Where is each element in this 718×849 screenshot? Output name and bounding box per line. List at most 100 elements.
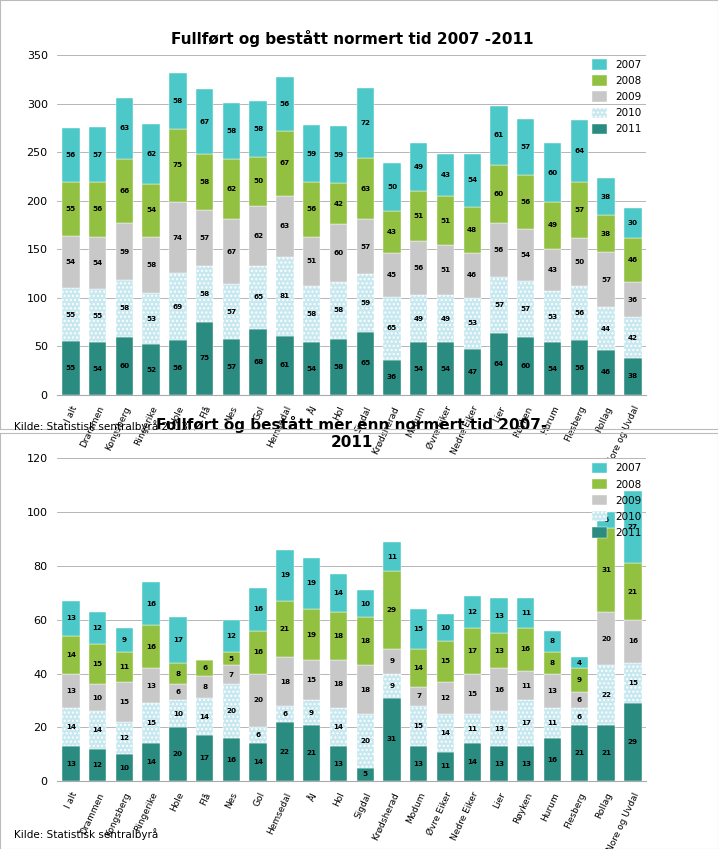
Text: 11: 11: [521, 683, 531, 689]
Bar: [142, 345, 160, 395]
Text: 56: 56: [574, 310, 584, 317]
Text: 4: 4: [577, 660, 582, 666]
Text: 59: 59: [333, 152, 344, 158]
Text: 6: 6: [604, 517, 609, 523]
Bar: [383, 253, 401, 297]
Bar: [597, 611, 615, 666]
Text: 60: 60: [119, 363, 129, 368]
Text: 12: 12: [467, 609, 477, 615]
Text: 10: 10: [119, 765, 129, 771]
Text: 31: 31: [601, 567, 611, 573]
Bar: [410, 191, 427, 240]
Text: 14: 14: [253, 759, 264, 765]
Text: 13: 13: [494, 761, 504, 767]
Text: 15: 15: [414, 723, 424, 729]
Bar: [116, 223, 133, 280]
Text: 50: 50: [253, 178, 264, 184]
Text: 6: 6: [282, 711, 287, 717]
Bar: [517, 746, 534, 781]
Bar: [624, 663, 641, 703]
Bar: [62, 288, 80, 341]
Text: 14: 14: [146, 759, 156, 765]
Bar: [464, 744, 481, 781]
Bar: [303, 700, 320, 725]
Text: 8: 8: [175, 671, 180, 677]
Text: 9: 9: [309, 710, 314, 716]
Text: 57: 57: [601, 277, 611, 283]
Text: 53: 53: [146, 316, 157, 322]
Text: 56: 56: [280, 101, 290, 107]
Text: 62: 62: [253, 233, 264, 239]
Bar: [544, 673, 561, 708]
Text: 8: 8: [550, 638, 555, 644]
Bar: [383, 360, 401, 395]
Bar: [169, 73, 187, 129]
Text: Kilde: Statistisk sentralbyrå: Kilde: Statistisk sentralbyrå: [14, 828, 159, 840]
Bar: [142, 668, 160, 703]
Bar: [223, 284, 240, 340]
Text: 60: 60: [333, 250, 343, 256]
Text: 43: 43: [440, 172, 450, 178]
Bar: [490, 599, 508, 633]
Bar: [330, 282, 347, 339]
Bar: [330, 611, 347, 661]
Text: 67: 67: [226, 249, 236, 255]
Text: 54: 54: [146, 207, 157, 213]
Text: 51: 51: [414, 213, 424, 219]
Bar: [571, 286, 588, 340]
Bar: [89, 289, 106, 342]
Bar: [223, 103, 240, 159]
Text: 60: 60: [494, 191, 504, 197]
Text: 38: 38: [601, 194, 611, 200]
Text: 62: 62: [226, 186, 236, 192]
Text: 15: 15: [440, 659, 451, 665]
Bar: [62, 673, 80, 708]
Bar: [544, 202, 561, 250]
Text: 54: 54: [93, 260, 103, 266]
Text: 11: 11: [467, 726, 477, 732]
Text: 49: 49: [414, 316, 424, 322]
Bar: [276, 601, 294, 657]
Bar: [116, 336, 133, 395]
Bar: [571, 668, 588, 693]
Text: 13: 13: [494, 726, 504, 732]
Bar: [196, 155, 213, 211]
Text: 16: 16: [547, 756, 558, 762]
Text: 66: 66: [119, 188, 129, 194]
Bar: [223, 652, 240, 666]
Bar: [490, 711, 508, 746]
Bar: [89, 127, 106, 183]
Bar: [116, 722, 133, 754]
Text: 36: 36: [387, 374, 397, 380]
Bar: [330, 574, 347, 611]
Bar: [410, 746, 427, 781]
Text: 6: 6: [577, 713, 582, 720]
Bar: [62, 601, 80, 636]
Text: 13: 13: [66, 688, 76, 694]
Bar: [383, 649, 401, 673]
Text: 12: 12: [440, 694, 450, 700]
Text: 10: 10: [173, 711, 183, 717]
Text: 14: 14: [66, 652, 76, 658]
Bar: [249, 588, 267, 631]
Text: 56: 56: [414, 265, 424, 271]
Bar: [89, 749, 106, 781]
Bar: [196, 698, 213, 735]
Bar: [357, 219, 374, 274]
Bar: [571, 183, 588, 238]
Text: 59: 59: [307, 150, 317, 157]
Bar: [624, 209, 641, 238]
Text: 13: 13: [494, 648, 504, 654]
Text: 51: 51: [440, 267, 451, 273]
Bar: [249, 101, 267, 157]
Bar: [410, 295, 427, 342]
Legend: 2007, 2008, 2009, 2010, 2011: 2007, 2008, 2009, 2010, 2011: [587, 55, 646, 138]
Bar: [62, 341, 80, 395]
Bar: [597, 512, 615, 528]
Bar: [276, 335, 294, 395]
Bar: [223, 340, 240, 395]
Text: 61: 61: [494, 132, 504, 138]
Text: 55: 55: [93, 312, 103, 318]
Text: 16: 16: [226, 756, 236, 762]
Bar: [249, 728, 267, 744]
